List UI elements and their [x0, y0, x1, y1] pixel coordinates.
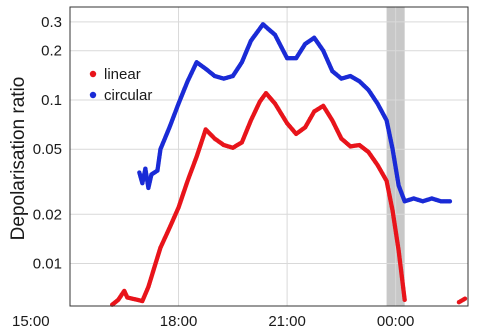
x-tick-labels: 15:00 18:00 21:00 00:00	[12, 313, 414, 328]
y-tick-labels: 0.01 0.02 0.05 0.1 0.2 0.3	[33, 14, 62, 273]
plot-frame	[69, 6, 469, 307]
x-tick-label: 21:00	[268, 313, 306, 328]
y-tick-label: 0.02	[33, 206, 62, 223]
x-tick-label: 15:00	[12, 313, 50, 328]
data-point-circular	[447, 199, 453, 204]
y-tick-label: 0.2	[41, 43, 62, 60]
y-tick-label: 0.3	[41, 14, 62, 31]
data-point-linear	[462, 296, 468, 301]
series-circular	[137, 22, 453, 204]
data-point-linear	[402, 297, 407, 303]
grid-layer	[69, 7, 468, 306]
series-linear	[110, 90, 468, 307]
y-tick-label: 0.05	[33, 141, 62, 158]
legend-label-circular: circular	[104, 87, 152, 104]
data-layer	[110, 22, 468, 307]
y-axis-label: Depolarisation ratio	[8, 77, 29, 241]
y-tick-label: 0.01	[33, 256, 62, 273]
x-tick-label: 18:00	[160, 313, 198, 328]
legend: linear circular	[89, 66, 152, 104]
legend-label-linear: linear	[104, 66, 141, 83]
legend-marker-circular	[89, 91, 97, 99]
x-tick-label: 00:00	[377, 313, 415, 328]
legend-marker-linear	[89, 70, 97, 78]
y-tick-label: 0.1	[41, 92, 62, 109]
